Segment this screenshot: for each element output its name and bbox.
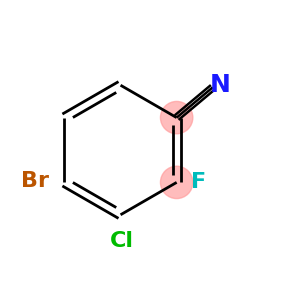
Circle shape: [160, 166, 193, 199]
Text: N: N: [210, 73, 230, 97]
Circle shape: [160, 101, 193, 134]
Text: F: F: [191, 172, 206, 192]
Text: Cl: Cl: [110, 231, 134, 251]
Text: Br: Br: [21, 171, 49, 191]
